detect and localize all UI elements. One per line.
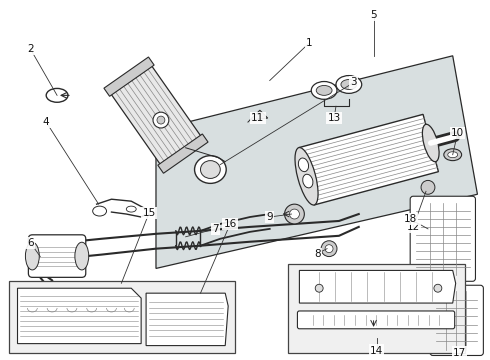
FancyBboxPatch shape	[297, 311, 455, 329]
Ellipse shape	[93, 206, 106, 216]
Ellipse shape	[316, 85, 332, 95]
Circle shape	[325, 245, 333, 253]
FancyBboxPatch shape	[430, 285, 483, 355]
Ellipse shape	[25, 242, 39, 270]
Text: 6: 6	[27, 238, 34, 248]
Ellipse shape	[298, 158, 309, 172]
Polygon shape	[109, 63, 203, 168]
Polygon shape	[18, 288, 141, 343]
Ellipse shape	[195, 156, 226, 183]
Circle shape	[434, 284, 442, 292]
Text: 15: 15	[143, 208, 156, 218]
Polygon shape	[299, 114, 439, 205]
Text: 5: 5	[370, 10, 377, 20]
Ellipse shape	[336, 76, 362, 93]
Ellipse shape	[448, 152, 458, 158]
Circle shape	[315, 284, 323, 292]
Ellipse shape	[303, 174, 313, 188]
Circle shape	[153, 112, 169, 128]
Circle shape	[321, 241, 337, 257]
Circle shape	[285, 204, 304, 224]
Text: 18: 18	[404, 214, 417, 224]
Polygon shape	[250, 110, 268, 120]
Polygon shape	[156, 56, 477, 269]
Ellipse shape	[422, 124, 439, 162]
Circle shape	[290, 209, 299, 219]
Polygon shape	[146, 293, 228, 346]
Ellipse shape	[200, 161, 220, 179]
Circle shape	[421, 180, 435, 194]
Circle shape	[157, 116, 165, 124]
Text: 11: 11	[251, 113, 265, 123]
Text: 13: 13	[327, 113, 341, 123]
FancyBboxPatch shape	[9, 281, 235, 352]
Text: 16: 16	[223, 219, 237, 229]
FancyBboxPatch shape	[288, 265, 465, 352]
FancyBboxPatch shape	[410, 196, 475, 281]
Text: 2: 2	[27, 44, 34, 54]
Text: 12: 12	[407, 222, 420, 232]
FancyBboxPatch shape	[28, 235, 86, 277]
Text: 17: 17	[453, 347, 466, 357]
Text: 1: 1	[306, 38, 313, 48]
Text: 9: 9	[267, 212, 273, 222]
Ellipse shape	[311, 81, 337, 99]
Text: 8: 8	[314, 249, 320, 258]
Polygon shape	[299, 270, 456, 303]
Text: 4: 4	[43, 117, 49, 127]
Text: 3: 3	[350, 77, 357, 87]
Ellipse shape	[341, 80, 357, 89]
Text: 14: 14	[370, 346, 383, 356]
Ellipse shape	[126, 206, 136, 212]
Polygon shape	[158, 134, 208, 173]
Text: 10: 10	[451, 128, 464, 138]
Ellipse shape	[444, 149, 462, 161]
Polygon shape	[104, 57, 154, 96]
Text: 7: 7	[212, 224, 219, 234]
Ellipse shape	[295, 148, 318, 205]
Ellipse shape	[75, 242, 89, 270]
